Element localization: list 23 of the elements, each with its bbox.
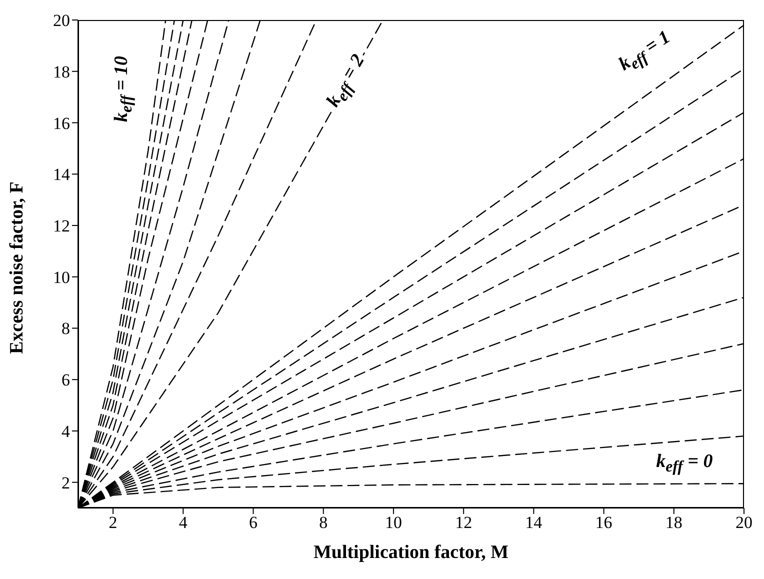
x-tick-label: 4 (178, 513, 188, 532)
x-tick-label: 18 (665, 513, 682, 532)
y-tick-label: 4 (62, 422, 70, 441)
y-tick-label: 18 (53, 62, 70, 82)
x-tick-label: 10 (384, 513, 402, 532)
y-axis-title: Excess noise factor, F (6, 182, 28, 354)
x-tick-label: 14 (525, 513, 543, 532)
y-tick-label: 16 (53, 114, 70, 133)
x-tick-label: 20 (736, 513, 752, 532)
y-tick-label: 12 (53, 216, 70, 236)
y-tick-label: 10 (53, 268, 70, 287)
annotation: k$_{eff}$ = 0 (654, 451, 715, 476)
x-tick-label: 8 (319, 513, 328, 532)
x-tick-label: 12 (455, 513, 472, 532)
y-tick-label: 6 (62, 370, 70, 390)
x-tick-label: 16 (595, 513, 612, 532)
y-tick-label: 20 (53, 11, 70, 30)
y-tick-label: 14 (53, 165, 70, 184)
x-axis-title: Multiplication factor, M (313, 542, 509, 563)
y-tick-label: 2 (62, 473, 70, 492)
y-tick-label: 8 (62, 319, 70, 338)
x-tick-label: 2 (108, 513, 118, 532)
x-tick-label: 6 (249, 513, 258, 532)
